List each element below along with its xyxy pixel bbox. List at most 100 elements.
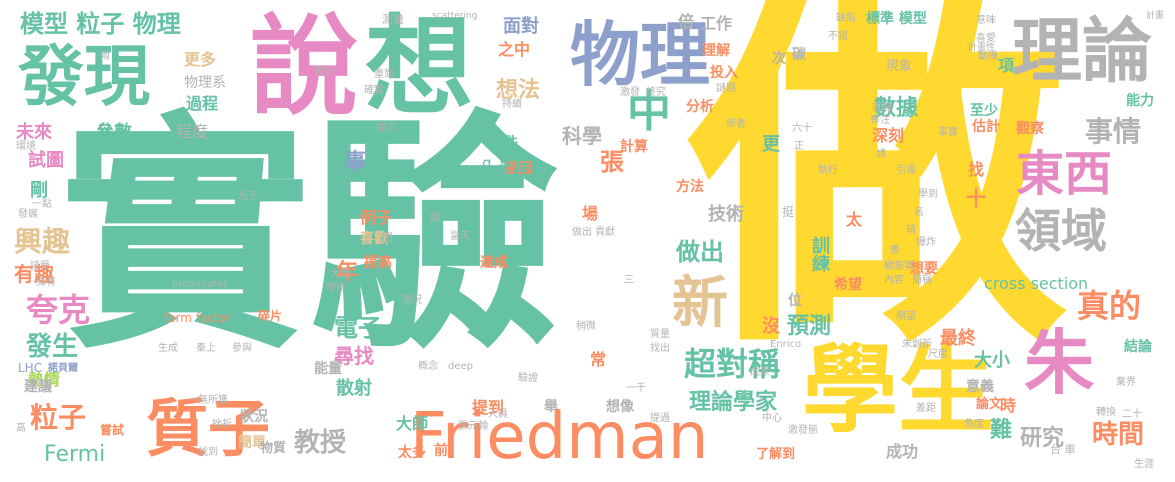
word-zhao: 找: [968, 160, 985, 179]
word-lizi2: 例子: [360, 208, 393, 227]
word-biaozhun-moxing: 標準 模型: [866, 11, 927, 27]
word-xuezhe: 學者: [726, 119, 746, 130]
word-xiang: 想: [365, 5, 474, 130]
word-sanshe: 散射: [336, 378, 372, 399]
word-yidian: 一點: [32, 199, 52, 210]
word-zhizi: 質子: [146, 392, 271, 465]
word-scattering: scattering: [432, 11, 478, 21]
word-li: 裡: [360, 279, 374, 295]
word-zhende: 真的: [1077, 287, 1142, 325]
word-xuedao: 學到: [918, 189, 938, 200]
word-taiduo: 太多: [398, 445, 426, 461]
word-miandui: 面對: [503, 16, 539, 37]
word-dangtian: 當天: [450, 231, 470, 242]
word-lunwen: 論文: [976, 397, 1003, 412]
word-quebao: 確保: [872, 103, 892, 114]
word-xiangyao: 想要: [910, 261, 938, 277]
word-nian: 年: [336, 260, 359, 285]
word-lhc: LHC: [18, 361, 43, 375]
word-dongji: 動機: [978, 51, 998, 62]
word-xuesheng: 學生: [802, 334, 994, 446]
word-ting: 挺: [782, 205, 795, 219]
word-queshi: 確實: [364, 85, 384, 96]
word-reqing: 熱情: [28, 370, 61, 389]
word-zhang: 張: [600, 148, 624, 176]
word-deep: deep: [448, 361, 473, 372]
word-zhaochu: 找出: [650, 343, 670, 354]
word-zuizhong: 最終: [940, 328, 976, 349]
word-guancha: 觀察: [1016, 121, 1044, 137]
word-liaojiedao: 了解到: [756, 447, 796, 462]
word-dacheng: 達成: [480, 255, 508, 271]
word-zhu: 朱: [1024, 322, 1094, 404]
word-qiwang: 期望: [896, 311, 916, 322]
word-jingya: 驚訝: [314, 67, 334, 78]
word-xiwang: 希望: [834, 277, 862, 293]
word-dongxi: 東西: [1016, 146, 1113, 202]
word-renyuan: 人員: [488, 409, 508, 420]
word-tidao: 提到: [472, 398, 505, 417]
word-jian: 件: [504, 135, 518, 151]
word-zhaodao: 找到: [198, 447, 218, 458]
word-yiwusuohuo: 一無所獲: [188, 395, 228, 406]
word-weilai: 未來: [16, 122, 52, 143]
word-chixu: 持續: [502, 99, 522, 110]
word-xiangxiang: 想像: [606, 399, 634, 415]
word-yiwei: 意味: [976, 15, 996, 26]
word-touru: 投入: [710, 65, 738, 81]
word-liang: 兩: [100, 51, 110, 62]
word-gongzuo: 工作: [700, 14, 733, 33]
word-xiai: 喜愛: [976, 33, 996, 44]
word-wulixi: 物理系: [184, 75, 226, 91]
word-gainian: 概念: [418, 361, 438, 372]
word-neirong: 內容: [884, 275, 904, 286]
word-guangzi: 光子: [238, 191, 258, 202]
word-xunlian: 訓練: [809, 236, 830, 272]
word-yejie: 業界: [1116, 377, 1136, 388]
word-zhuchuangxin: 朱創新: [902, 339, 932, 350]
word-celiang: 測量: [382, 13, 404, 26]
word-zhong: 中: [627, 86, 671, 137]
word-shi: 事: [344, 150, 367, 175]
word-dianzi: 電子: [334, 314, 382, 342]
word-zhiliang: 質量: [650, 329, 670, 340]
word-zhuanzhu: 專注: [870, 115, 890, 126]
word-jianyi: 建議: [24, 379, 52, 395]
word-wuzhi: 物質: [260, 441, 287, 456]
word-yiyi: 意義: [966, 379, 994, 395]
word-lijie: 理解: [702, 43, 730, 59]
word-xingqu: 興趣: [14, 225, 71, 258]
word-chengguo: 成果: [750, 367, 770, 378]
word-shijian: 時間: [1092, 420, 1145, 450]
word-xihuan: 喜歡: [360, 231, 388, 247]
word-canyu: 參與: [232, 343, 252, 354]
word-zhuangkuang: 狀況: [240, 409, 268, 425]
word-lingyu: 領域: [1015, 204, 1107, 258]
word-suipian: 碎片: [258, 309, 283, 323]
word-zhongxin: 中心: [762, 413, 782, 424]
word-shiqing: 事情: [1085, 115, 1142, 148]
word-shenke: 深刻: [872, 126, 905, 145]
word-gang: 剛: [30, 180, 48, 201]
word-zhangyuanhan: 張元翰: [458, 421, 488, 432]
word-qing: 請: [876, 149, 886, 160]
word-jifa: 激發: [620, 87, 640, 98]
word-youqu: 有趣: [14, 262, 54, 286]
word-shi-time: 時: [1000, 396, 1017, 415]
word-qian: 前: [434, 443, 448, 459]
word-shengcheng: 生成: [158, 343, 178, 354]
word-xuejia: 學家: [326, 283, 346, 294]
word-tai-che: 台 車: [1050, 443, 1076, 456]
word-fazhan: 發展: [18, 209, 38, 220]
word-form-factor: form factor: [164, 311, 231, 325]
word-ju: 舉: [544, 399, 558, 415]
word-jihuaxing: 計畫性: [968, 43, 996, 53]
word-kexue: 科學: [562, 124, 602, 148]
word-shishi: 事實: [938, 127, 958, 138]
word-chaju: 差距: [916, 403, 936, 414]
word-shaowei: 稍微: [576, 321, 596, 332]
word-jiancheng: 簡稱: [912, 275, 932, 286]
word-zhongjiu: 終究: [646, 87, 666, 98]
word-shitu: 試圖: [28, 150, 64, 171]
word-kuake: 夸克: [26, 291, 91, 329]
